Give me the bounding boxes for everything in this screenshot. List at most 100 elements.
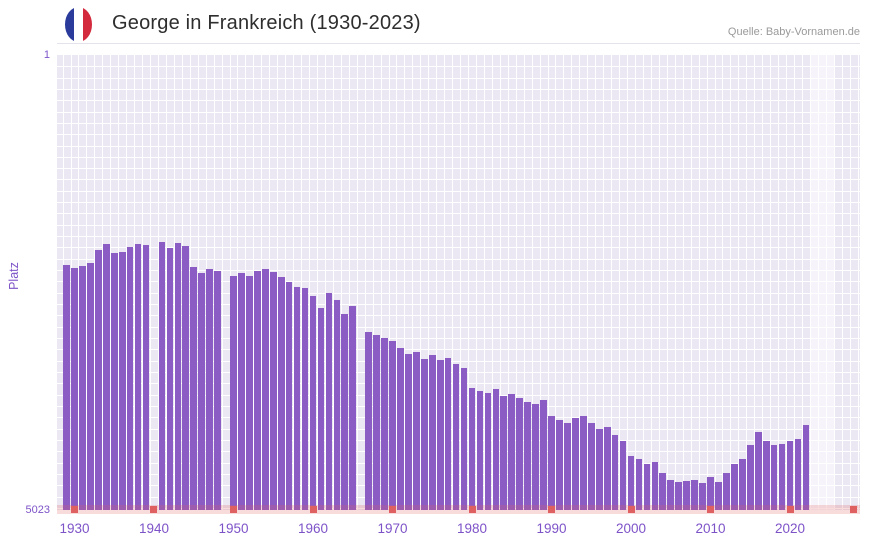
rank-bar-2021[interactable]	[794, 439, 802, 510]
rank-bar-1970[interactable]	[389, 341, 396, 510]
rank-bar-2005[interactable]	[667, 479, 675, 510]
rank-bar-1967[interactable]	[365, 332, 372, 510]
rank-bar-2011[interactable]	[715, 481, 722, 510]
rank-bar-1938[interactable]	[134, 244, 142, 510]
rank-bar-1935[interactable]	[110, 253, 118, 510]
rank-bar-1956[interactable]	[277, 276, 285, 510]
rank-bar-1985[interactable]	[508, 393, 516, 510]
rank-bar-1994[interactable]	[579, 416, 587, 510]
rank-bar-1959[interactable]	[301, 287, 309, 510]
x-tick-label: 2010	[695, 521, 726, 536]
rank-bar-2018[interactable]	[770, 445, 778, 510]
rank-bar-2004[interactable]	[659, 472, 667, 510]
rank-bar-2002[interactable]	[643, 463, 651, 510]
rank-bar-1993[interactable]	[572, 418, 579, 510]
rank-bar-1962[interactable]	[325, 293, 333, 510]
rank-bar-1965[interactable]	[349, 305, 357, 510]
rank-bar-1991[interactable]	[556, 420, 563, 510]
rank-bar-1948[interactable]	[214, 271, 221, 510]
rank-bar-1939[interactable]	[142, 245, 150, 510]
rank-bar-2019[interactable]	[778, 443, 786, 510]
rank-bar-2015[interactable]	[746, 445, 754, 510]
vertical-gridline	[579, 55, 581, 510]
rank-bar-1995[interactable]	[587, 422, 595, 510]
vertical-gridline	[801, 55, 803, 510]
rank-bar-1989[interactable]	[540, 400, 547, 510]
rank-bar-2001[interactable]	[635, 458, 643, 510]
rank-bar-1933[interactable]	[95, 249, 102, 510]
rank-bar-1969[interactable]	[381, 338, 388, 510]
rank-bar-1975[interactable]	[428, 354, 436, 510]
rank-bar-1937[interactable]	[126, 246, 134, 510]
rank-bar-1945[interactable]	[190, 266, 198, 510]
vertical-gridline	[483, 55, 485, 510]
rank-bar-1929[interactable]	[63, 265, 70, 510]
rank-bar-2014[interactable]	[738, 458, 746, 510]
rank-bar-1951[interactable]	[238, 273, 245, 510]
rank-bar-1947[interactable]	[206, 268, 213, 510]
rank-bar-1996[interactable]	[595, 429, 603, 510]
rank-bar-1990[interactable]	[548, 416, 555, 510]
rank-bar-1974[interactable]	[420, 359, 428, 510]
rank-bar-1963[interactable]	[333, 300, 341, 510]
rank-bar-2010[interactable]	[707, 477, 714, 510]
rank-bar-1982[interactable]	[484, 392, 492, 510]
rank-bar-1972[interactable]	[405, 353, 412, 510]
rank-bar-1950[interactable]	[230, 275, 237, 510]
horizontal-gridline	[57, 338, 860, 340]
rank-bar-1955[interactable]	[269, 272, 277, 510]
rank-bar-1980[interactable]	[468, 388, 476, 510]
rank-bar-2016[interactable]	[754, 431, 762, 510]
axis-marker	[786, 506, 794, 513]
rank-bar-1992[interactable]	[564, 422, 571, 510]
rank-bar-1986[interactable]	[516, 398, 524, 510]
rank-bar-1960[interactable]	[309, 295, 317, 510]
rank-bar-1981[interactable]	[476, 391, 484, 510]
rank-bar-2020[interactable]	[786, 440, 794, 510]
rank-bar-1953[interactable]	[254, 271, 261, 510]
rank-bar-1984[interactable]	[500, 395, 508, 510]
rank-bar-1941[interactable]	[158, 242, 166, 510]
rank-bar-1932[interactable]	[87, 263, 94, 510]
rank-bar-1987[interactable]	[524, 401, 531, 510]
rank-bar-1997[interactable]	[603, 427, 611, 510]
rank-bar-1968[interactable]	[373, 334, 380, 510]
rank-bar-2003[interactable]	[651, 461, 659, 510]
rank-bar-1964[interactable]	[341, 314, 349, 510]
rank-bar-1934[interactable]	[102, 244, 110, 510]
rank-bar-1946[interactable]	[198, 273, 206, 510]
rank-bar-1999[interactable]	[619, 440, 627, 510]
rank-bar-1977[interactable]	[444, 358, 452, 510]
vertical-gridline	[110, 55, 112, 510]
rank-bar-1983[interactable]	[492, 389, 500, 510]
rank-bar-1971[interactable]	[397, 347, 404, 510]
rank-bar-1958[interactable]	[293, 286, 301, 510]
rank-bar-1957[interactable]	[285, 282, 293, 510]
axis-marker	[707, 506, 715, 513]
source-link[interactable]: Quelle: Baby-Vornamen.de	[727, 26, 860, 38]
rank-bar-1936[interactable]	[118, 251, 126, 510]
rank-bar-2008[interactable]	[691, 479, 698, 510]
rank-bar-1954[interactable]	[261, 268, 269, 510]
rank-bar-1961[interactable]	[317, 307, 325, 510]
rank-bar-1930[interactable]	[71, 267, 78, 510]
rank-bar-1998[interactable]	[611, 434, 619, 510]
rank-bar-1973[interactable]	[413, 352, 420, 510]
rank-bar-1942[interactable]	[166, 247, 174, 510]
rank-bar-1976[interactable]	[436, 360, 444, 510]
rank-bar-1979[interactable]	[460, 368, 468, 510]
rank-bar-1952[interactable]	[246, 275, 253, 510]
rank-bar-2013[interactable]	[731, 463, 738, 510]
rank-bar-2007[interactable]	[683, 480, 690, 510]
rank-bar-1931[interactable]	[79, 266, 86, 510]
rank-bar-1988[interactable]	[532, 403, 539, 510]
rank-bar-2017[interactable]	[762, 440, 770, 510]
rank-bar-2012[interactable]	[723, 472, 730, 510]
rank-bar-1978[interactable]	[452, 363, 460, 510]
rank-bar-1943[interactable]	[174, 243, 182, 510]
rank-bar-1944[interactable]	[182, 246, 190, 510]
rank-bar-2009[interactable]	[699, 482, 706, 510]
rank-bar-2006[interactable]	[675, 481, 683, 510]
rank-bar-2000[interactable]	[627, 456, 635, 510]
rank-bar-2022[interactable]	[802, 425, 810, 510]
